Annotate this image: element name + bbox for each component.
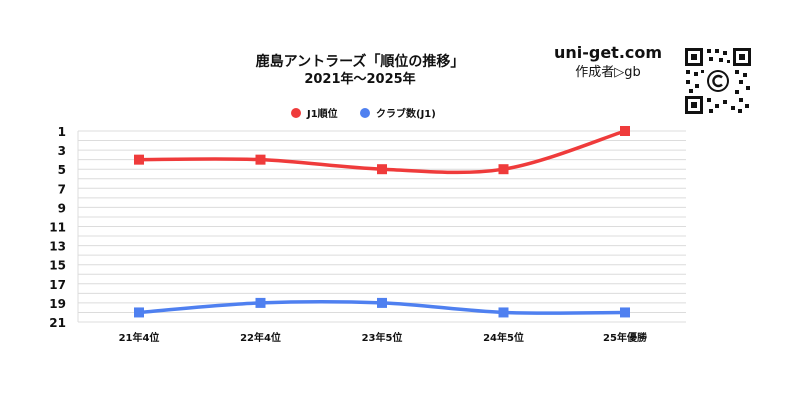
title-block: 鹿島アントラーズ「順位の推移」 2021年～2025年 <box>220 53 500 88</box>
y-tick-label: 11 <box>49 221 66 235</box>
y-tick-label: 5 <box>58 163 66 177</box>
series-layer <box>134 126 630 318</box>
y-tick-label: 3 <box>58 144 66 158</box>
data-point <box>377 297 387 308</box>
brand-block: uni-get.com 作成者▷gb <box>548 42 668 82</box>
y-tick-label: 1 <box>58 125 66 139</box>
y-tick-label: 13 <box>49 240 66 254</box>
y-tick-label: 17 <box>49 278 66 292</box>
data-point <box>620 307 630 318</box>
data-point <box>134 307 144 318</box>
data-point <box>620 126 630 136</box>
data-point <box>498 164 509 175</box>
legend-label: J1順位 <box>306 107 338 120</box>
legend-marker <box>291 108 301 118</box>
legend-marker <box>360 108 370 118</box>
series-1 <box>134 126 630 175</box>
author-credit: 作成者▷gb <box>575 65 641 80</box>
x-tick-label: 25年優勝 <box>603 331 648 344</box>
qr-code-icon <box>683 46 753 116</box>
legend-label: クラブ数(J1) <box>376 107 436 120</box>
site-name: uni-get.com <box>553 43 663 62</box>
data-point <box>134 154 144 165</box>
data-point <box>255 297 266 308</box>
series-2 <box>134 297 630 318</box>
data-point <box>255 154 266 165</box>
legend: J1順位 クラブ数(J1) <box>291 107 436 120</box>
x-axis: 21年4位 22年4位 23年5位 24年5位 25年優勝 <box>119 331 648 344</box>
x-tick-label: 21年4位 <box>119 331 160 344</box>
y-tick-label: 21 <box>49 316 66 330</box>
chart-title: 鹿島アントラーズ「順位の推移」 <box>255 54 465 70</box>
x-tick-label: 22年4位 <box>240 331 281 344</box>
data-point <box>498 307 509 318</box>
chart-subtitle: 2021年～2025年 <box>304 72 416 87</box>
y-tick-label: 9 <box>58 201 66 215</box>
data-point <box>377 164 387 175</box>
x-tick-label: 23年5位 <box>362 331 403 344</box>
x-tick-label: 24年5位 <box>483 331 524 344</box>
y-tick-label: 15 <box>49 259 66 273</box>
y-tick-label: 7 <box>58 182 66 196</box>
y-tick-label: 19 <box>49 297 66 311</box>
